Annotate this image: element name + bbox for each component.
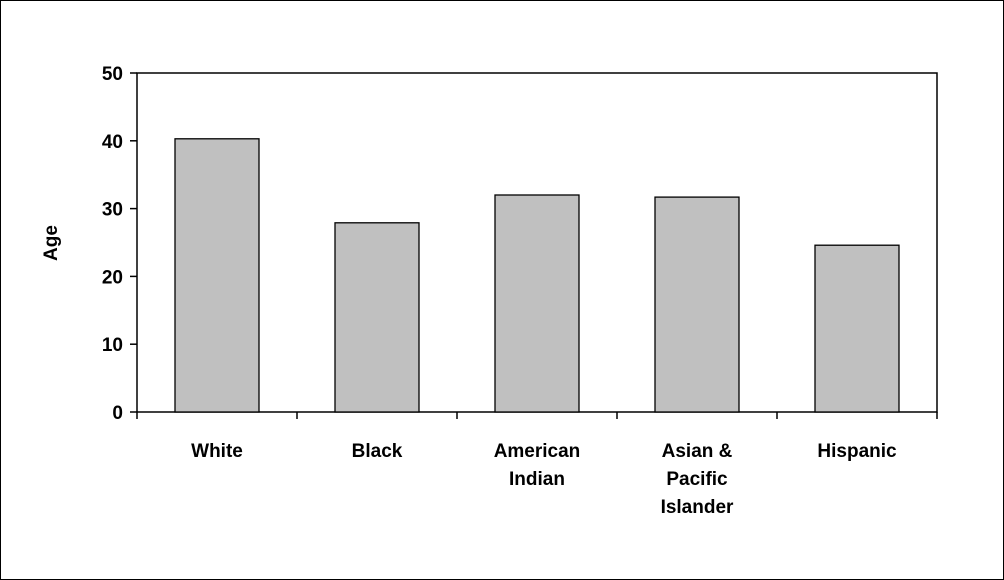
- y-tick-label-5: 50: [102, 64, 123, 85]
- bar-2: [494, 194, 580, 413]
- bar-4: [814, 244, 900, 413]
- plot-area: [136, 72, 938, 413]
- x-tick-label-0: White: [191, 441, 243, 462]
- x-tick-label-3: Asian & Pacific Islander: [661, 441, 734, 518]
- x-tick-label-4: Hispanic: [817, 441, 897, 462]
- y-tick-label-0: 0: [112, 403, 123, 424]
- x-tick-label-1: Black: [352, 441, 403, 462]
- x-axis-ticks: White Black American Indian Asian & Pacific Is…: [136, 412, 938, 518]
- x-tick-label-2: American Indian: [494, 441, 581, 490]
- y-tick-label-1: 10: [102, 335, 123, 356]
- bar-0: [174, 138, 260, 413]
- y-tick-label-2: 20: [102, 267, 123, 288]
- y-tick-label-3: 30: [102, 200, 123, 221]
- y-axis-ticks: 0 10 20 30 40 50: [102, 64, 137, 424]
- bar-1: [334, 222, 420, 413]
- y-tick-label-4: 40: [102, 132, 123, 153]
- y-axis-label: Age: [41, 225, 62, 261]
- bar-3: [654, 196, 740, 413]
